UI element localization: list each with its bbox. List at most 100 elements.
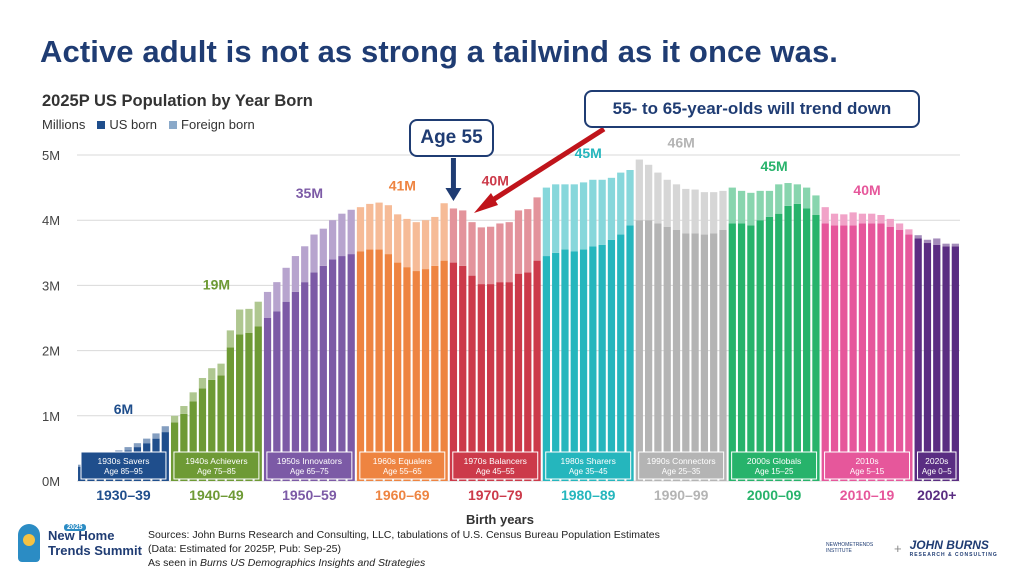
- bar-foreign-born: [905, 229, 913, 235]
- bar-us-born: [942, 246, 950, 481]
- bar-foreign-born: [254, 301, 262, 327]
- generation-total-label: 6M: [114, 401, 133, 417]
- generation-age: Age 35–45: [569, 467, 608, 476]
- bar-foreign-born: [245, 308, 253, 333]
- bar-us-born: [607, 239, 616, 481]
- x-range-label: 1980–89: [561, 487, 616, 503]
- footer-line-2: (Data: Estimated for 2025P, Pub: Sep-25): [148, 543, 341, 555]
- bar-us-born: [245, 332, 253, 481]
- bar-us-born: [496, 282, 504, 481]
- generation-age: Age 55–65: [383, 467, 422, 476]
- bar-foreign-born: [914, 235, 922, 239]
- bar-us-born: [663, 226, 671, 481]
- bar-us-born: [524, 272, 532, 481]
- bar-foreign-born: [719, 190, 727, 230]
- bar-foreign-born: [589, 179, 597, 247]
- summit-badge-icon: [18, 524, 40, 562]
- bar-us-born: [905, 234, 913, 481]
- generation-label-box: [452, 451, 539, 480]
- generation-label-box: [266, 451, 353, 480]
- bar-foreign-born: [505, 222, 513, 283]
- bar-foreign-born: [691, 189, 699, 234]
- bar-us-born: [747, 225, 755, 481]
- bar-foreign-born: [356, 207, 365, 252]
- bar-foreign-born: [347, 209, 355, 255]
- bar-us-born: [310, 272, 318, 481]
- bar-us-born: [682, 233, 690, 481]
- bar-foreign-born: [793, 184, 801, 204]
- bar-foreign-born: [682, 188, 690, 234]
- bar-foreign-born: [756, 190, 764, 221]
- bar-us-born: [301, 282, 309, 481]
- bar-us-born: [291, 291, 300, 481]
- trend-callout: 55- to 65-year-olds will trend down: [584, 90, 920, 128]
- bar-foreign-born: [784, 183, 792, 206]
- bar-foreign-born: [524, 209, 532, 273]
- generation-name: 1970s Balancers: [464, 456, 527, 466]
- bar-foreign-born: [561, 184, 569, 250]
- generation-name: 1960s Equalers: [373, 456, 432, 466]
- bar-us-born: [775, 213, 783, 481]
- footer-line-3: As seen in Burns US Demographics Insight…: [148, 556, 660, 570]
- bar-foreign-born: [338, 213, 346, 257]
- bar-foreign-born: [124, 447, 132, 451]
- bar-us-born: [579, 249, 588, 481]
- bar-us-born: [552, 252, 560, 481]
- bar-us-born: [793, 203, 801, 481]
- bar-foreign-born: [273, 282, 281, 312]
- bar-foreign-born: [319, 228, 327, 266]
- bar-foreign-born: [133, 443, 142, 448]
- bar-us-born: [598, 244, 606, 481]
- bar-foreign-born: [700, 192, 709, 235]
- bar-us-born: [208, 379, 216, 481]
- footer-line-3-prefix: As seen in: [148, 557, 200, 569]
- generation-total-label: 40M: [482, 172, 509, 188]
- bar-us-born: [654, 223, 662, 481]
- bar-us-born: [533, 260, 541, 481]
- footer-line-3-italic: Burns US Demographics Insights and Strat…: [199, 557, 426, 569]
- bar-us-born: [486, 284, 495, 481]
- bar-foreign-born: [533, 197, 541, 261]
- generation-total-label: 45M: [575, 145, 602, 161]
- summit-logo: 2025 New Home Trends Summit: [18, 524, 142, 562]
- bar-us-born: [626, 225, 634, 481]
- bar-foreign-born: [496, 223, 504, 283]
- bar-foreign-born: [394, 214, 402, 263]
- bar-us-born: [691, 233, 699, 481]
- bar-us-born: [719, 229, 727, 481]
- bar-us-born: [933, 244, 941, 481]
- generation-total-label: 19M: [203, 277, 230, 293]
- footer-line-1: Sources: John Burns Research and Consult…: [148, 529, 660, 541]
- bar-us-born: [765, 216, 774, 481]
- bar-foreign-born: [579, 182, 588, 250]
- generation-total-label: 35M: [296, 185, 323, 201]
- bar-foreign-born: [189, 392, 197, 402]
- bar-foreign-born: [598, 179, 606, 245]
- bar-us-born: [886, 226, 894, 481]
- bar-foreign-born: [403, 218, 411, 268]
- bar-us-born: [189, 401, 197, 481]
- bar-foreign-born: [208, 368, 216, 380]
- jb-sub: RESEARCH & CONSULTING: [909, 552, 998, 558]
- generation-age: Age 15–25: [755, 467, 794, 476]
- bar-foreign-born: [421, 220, 430, 270]
- generation-name: 2010s: [855, 456, 878, 466]
- bar-foreign-born: [236, 309, 244, 335]
- bar-us-born: [858, 223, 867, 481]
- x-range-label: 1940–49: [189, 487, 244, 503]
- y-tick-label: 0M: [42, 474, 60, 489]
- bar-us-born: [449, 262, 458, 481]
- generation-label-box: [173, 451, 260, 480]
- bar-foreign-born: [143, 438, 151, 444]
- bar-foreign-born: [263, 291, 272, 318]
- bar-us-born: [366, 249, 374, 481]
- chart-title: 2025P US Population by Year Born: [42, 92, 313, 110]
- bar-us-born: [737, 223, 746, 481]
- jb-name: JOHN BURNS: [909, 538, 989, 552]
- x-range-label: 2010–19: [840, 487, 895, 503]
- bar-us-born: [263, 318, 272, 481]
- y-tick-label: 5M: [42, 148, 60, 163]
- legend-foreign-born: Foreign born: [169, 117, 255, 132]
- bar-us-born: [923, 243, 932, 481]
